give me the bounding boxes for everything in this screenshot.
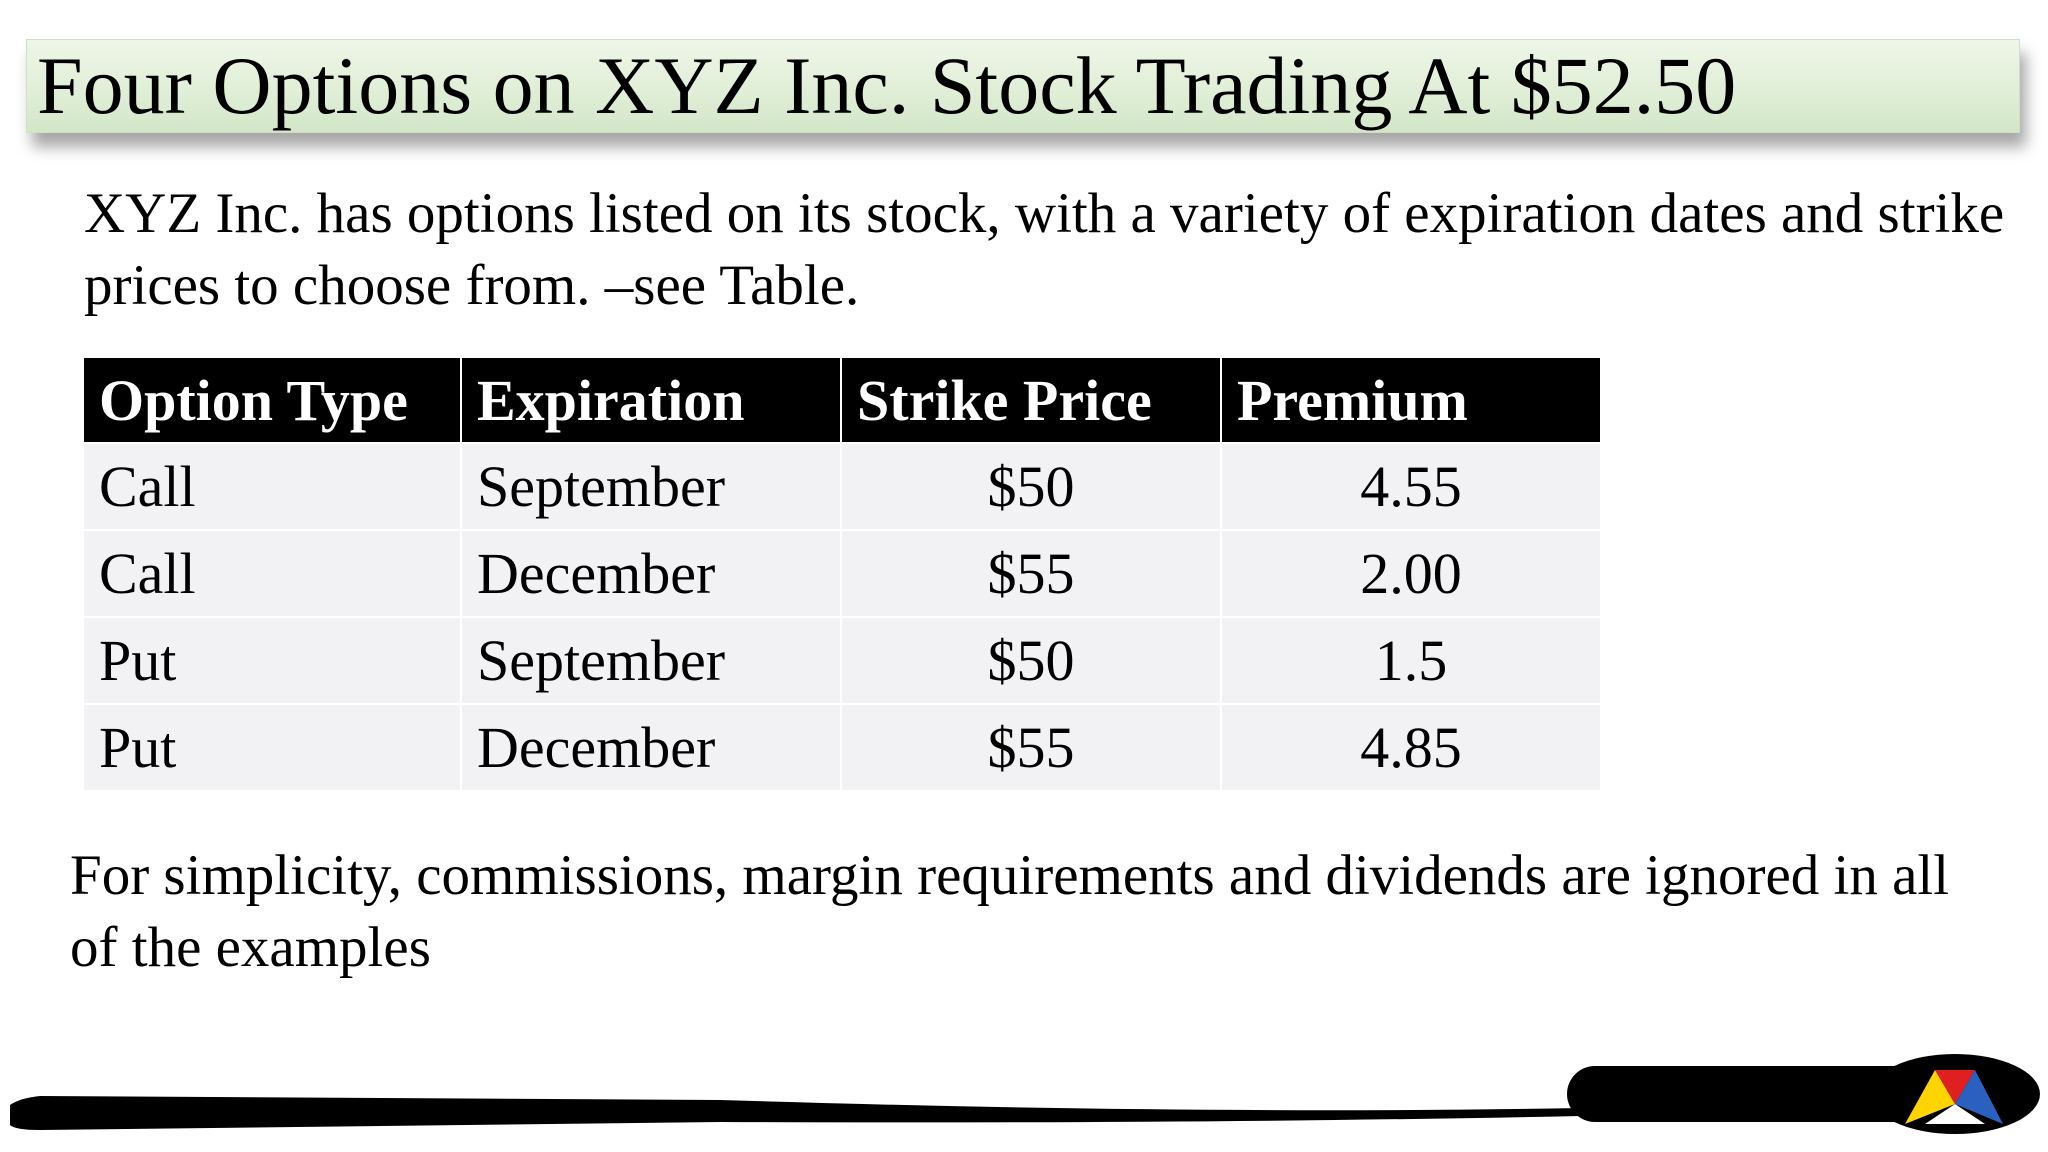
table-cell: Put — [82, 703, 462, 792]
table-row: Put December $55 4.85 — [82, 703, 1602, 792]
column-header: Expiration — [460, 356, 842, 444]
table-cell: 4.85 — [1220, 703, 1602, 792]
swoosh — [10, 1096, 1580, 1130]
table-cell: $55 — [840, 529, 1222, 618]
table-cell: Put — [82, 616, 462, 705]
logo-shape — [1925, 1104, 1985, 1124]
column-header: Strike Price — [840, 356, 1222, 444]
table-row: Call September $50 4.55 — [82, 442, 1602, 531]
options-table: Option Type Expiration Strike Price Prem… — [82, 356, 1602, 792]
table-row: Put September $50 1.5 — [82, 616, 1602, 705]
intro-text: XYZ Inc. has options listed on its stock… — [84, 182, 2005, 317]
table-cell: September — [460, 616, 842, 705]
table-cell: $50 — [840, 442, 1222, 531]
logo-shape — [1935, 1070, 1975, 1104]
slide-title: Four Options on XYZ Inc. Stock Trading A… — [37, 40, 1737, 131]
table-cell: 2.00 — [1220, 529, 1602, 618]
column-header: Option Type — [82, 356, 462, 444]
table-cell: 1.5 — [1220, 616, 1602, 705]
table-cell: December — [460, 703, 842, 792]
table-cell: $50 — [840, 616, 1222, 705]
logo-shape — [1905, 1070, 1955, 1124]
table-cell: 4.55 — [1220, 442, 1602, 531]
header-row: Option Type Expiration Strike Price Prem… — [82, 356, 1602, 444]
column-header: Premium — [1220, 356, 1602, 444]
logo-shape — [1955, 1070, 2003, 1124]
table-cell: December — [460, 529, 842, 618]
note-text: For simplicity, commissions, margin requ… — [70, 844, 1950, 979]
table-row: Call December $55 2.00 — [82, 529, 1602, 618]
table-cell: Call — [82, 442, 462, 531]
title-bar: Four Options on XYZ Inc. Stock Trading A… — [26, 39, 2020, 133]
table-cell: Call — [82, 529, 462, 618]
table-cell: September — [460, 442, 842, 531]
table-cell: $55 — [840, 703, 1222, 792]
